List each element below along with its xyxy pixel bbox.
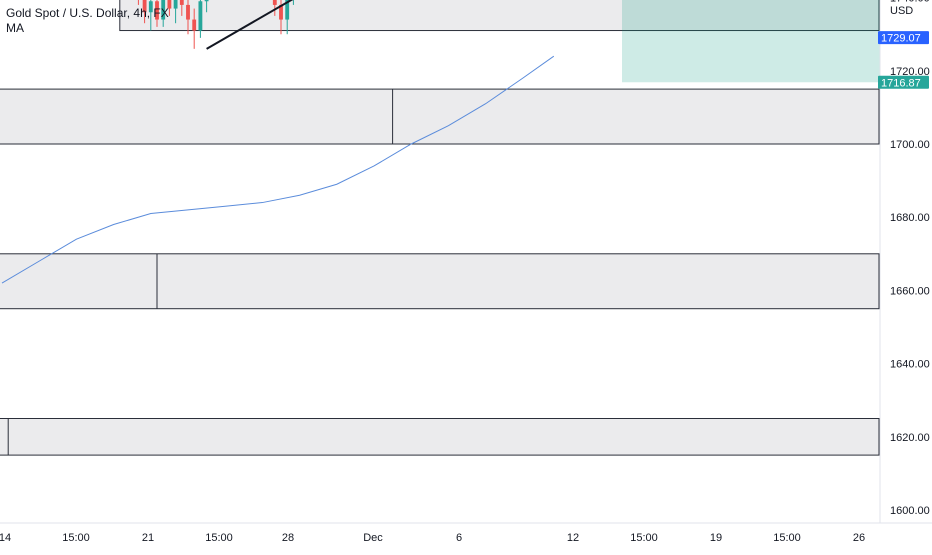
x-tick-label: 15:00 [630,532,658,544]
x-tick-label: 21 [142,532,154,544]
currency-label: USD [890,5,913,17]
price-tag-text: 1716.87 [881,77,921,89]
x-tick-label: 14 [0,532,11,544]
y-tick-label: 1660.00 [890,285,930,297]
candle [198,0,202,38]
candle-body [273,0,277,5]
y-tick-label: 1680.00 [890,212,930,224]
zone-rect [0,89,879,144]
x-tick-label: 28 [282,532,294,544]
price-tag: 1716.87 [878,76,929,90]
zone-rect [0,254,879,309]
x-tick-label: 15:00 [773,532,801,544]
x-tick-label: 15:00 [62,532,90,544]
x-tick-label: 6 [456,532,462,544]
indicator-label: MA [6,21,24,35]
y-tick-label: 1600.00 [890,505,930,517]
target-zone [622,0,880,82]
x-tick-label: 19 [710,532,722,544]
x-tick-label: Dec [363,532,383,544]
y-tick-label: 1740.00 [890,0,930,5]
candle-body [192,20,196,31]
y-tick-label: 1640.00 [890,359,930,371]
candle-body [186,5,190,20]
zone-rect [0,419,879,456]
y-tick-label: 1620.00 [890,432,930,444]
chart-title: Gold Spot / U.S. Dollar, 4h, FX [6,6,169,20]
candle-body [205,0,209,1]
candle-body [198,1,202,30]
x-tick-label: 15:00 [205,532,233,544]
price-tag: 1729.07 [878,31,929,45]
candle-body [174,0,178,9]
plot-area: SELL ON BREAK [0,0,880,455]
price-tag-text: 1729.07 [881,33,921,45]
x-tick-label: 12 [567,532,579,544]
candle-body [180,0,184,5]
y-tick-label: 1700.00 [890,139,930,151]
x-tick-label: 26 [853,532,865,544]
